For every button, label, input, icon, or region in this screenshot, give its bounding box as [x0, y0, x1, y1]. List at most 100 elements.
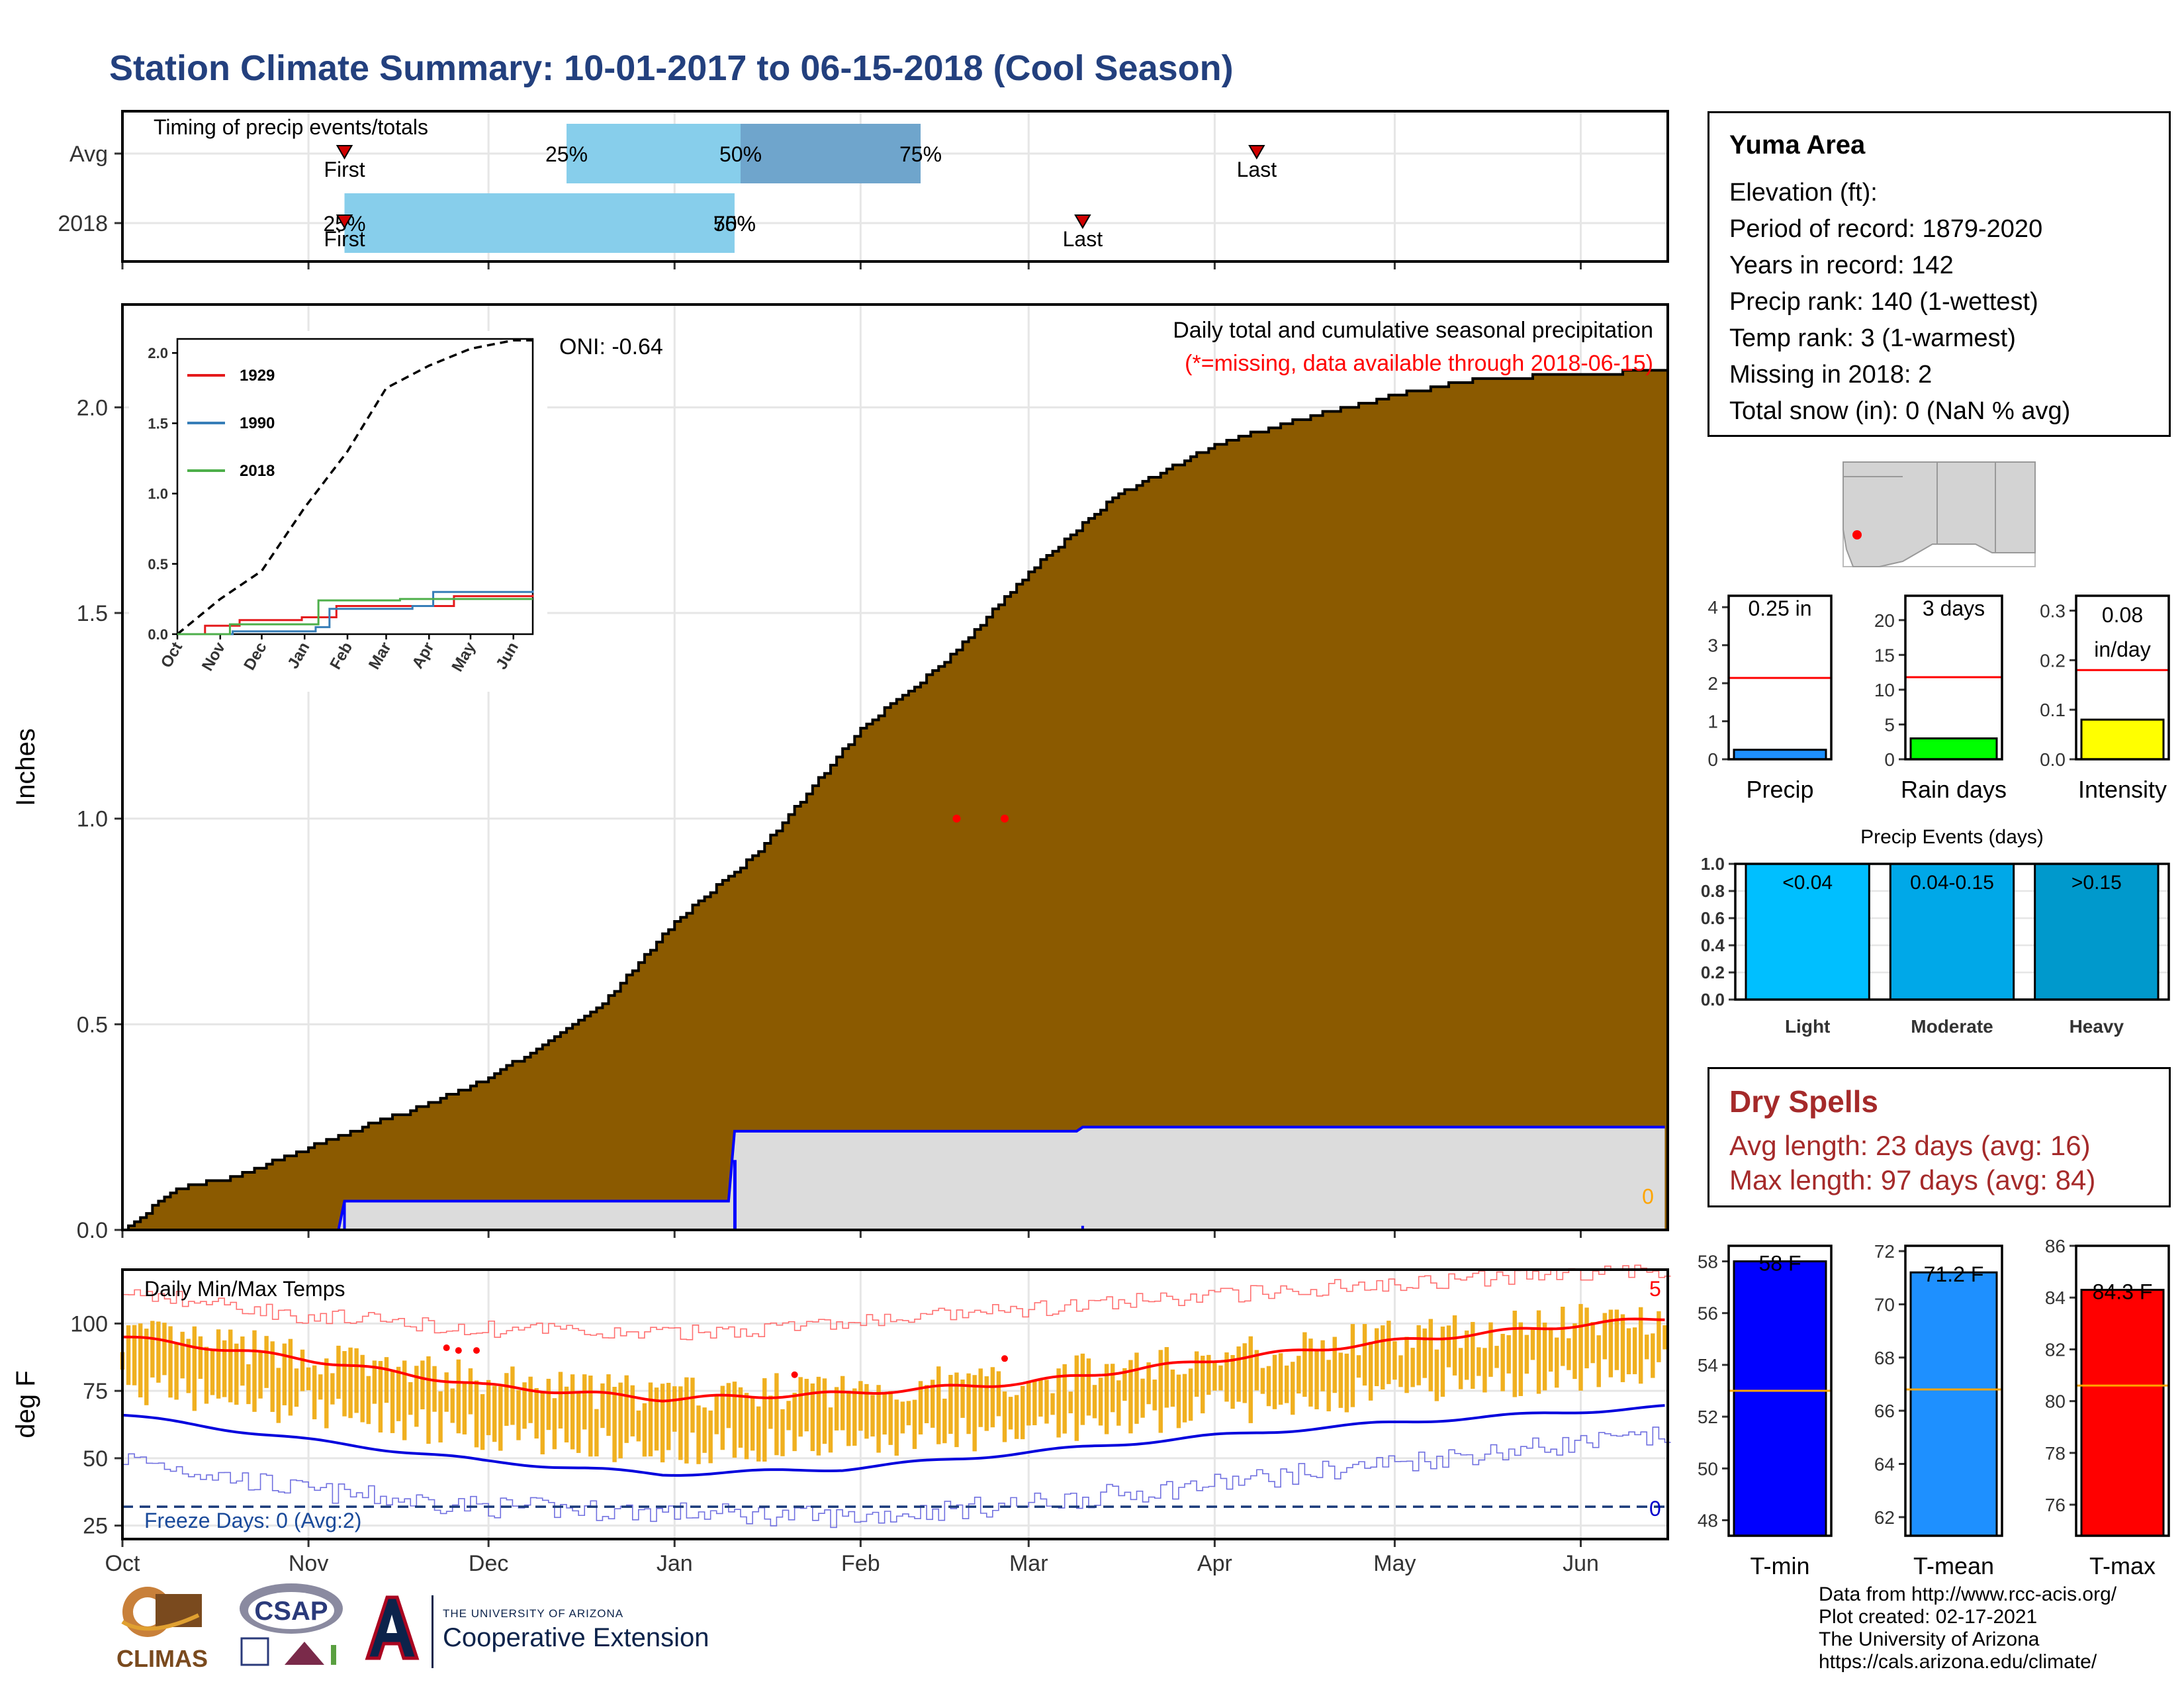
daily-temp-bar	[1506, 1335, 1511, 1374]
cumulative-ytick-label: 1.0	[77, 807, 108, 832]
daily-temp-bar	[1242, 1343, 1247, 1403]
timing-last-marker	[1248, 145, 1265, 160]
daily-temp-bar	[1590, 1322, 1595, 1364]
daily-temp-bar	[1254, 1350, 1259, 1391]
daily-temp-bar	[1536, 1310, 1541, 1394]
month-label: Jun	[1563, 1551, 1599, 1576]
daily-temp-bar	[1434, 1349, 1439, 1401]
daily-temp-bar	[1482, 1348, 1487, 1393]
cumulative-ytick-label: 2.0	[77, 395, 108, 420]
station-snow: Total snow (in): 0 (NaN % avg)	[1729, 397, 2071, 425]
daily-temp-bar	[798, 1377, 803, 1437]
small-panel-ytick-label: 70	[1874, 1294, 1895, 1315]
daily-temp-bar	[600, 1383, 605, 1429]
daily-temp-bar	[1555, 1337, 1559, 1388]
daily-temp-bar	[894, 1399, 899, 1456]
daily-temp-bar	[180, 1331, 185, 1379]
daily-temp-bar	[348, 1347, 353, 1419]
daily-temp-bar	[132, 1325, 137, 1385]
daily-temp-bar	[300, 1349, 305, 1391]
station-missing: Missing in 2018: 2	[1729, 361, 1933, 389]
daily-temp-bar	[882, 1393, 887, 1435]
daily-temp-bar	[450, 1388, 455, 1423]
daily-temp-bar	[1194, 1351, 1199, 1397]
daily-temp-bar	[972, 1375, 977, 1452]
daily-temp-bar	[750, 1397, 755, 1451]
small-panel-ytick-label: 4	[1707, 597, 1718, 618]
precip-events-ytick-label: 0.4	[1701, 935, 1725, 955]
small-panel-ytick-label: 58	[1698, 1251, 1718, 1272]
small-panel-value-label: 0.25 in	[1748, 596, 1811, 620]
small-panel-ytick-label: 82	[2045, 1339, 2066, 1360]
daily-temp-bar	[420, 1360, 425, 1410]
daily-temp-bar	[948, 1375, 953, 1434]
daily-temp-bar	[1572, 1323, 1577, 1380]
daily-temp-bar	[468, 1368, 473, 1415]
ua-small-text: THE UNIVERSITY OF ARIZONA	[443, 1607, 624, 1620]
small-panel-bar-rain-days	[1909, 737, 1998, 761]
temps-ytick-label: 25	[83, 1514, 108, 1539]
precip-events-category-label: Light	[1785, 1016, 1830, 1037]
daily-temp-bar	[1074, 1355, 1079, 1441]
daily-temp-bar	[1440, 1327, 1445, 1397]
precip-events-title: Precip Events (days)	[1860, 826, 2044, 848]
daily-temp-bar	[1008, 1397, 1013, 1430]
current-value-label: 0	[1642, 1184, 1654, 1208]
daily-temp-bar	[1014, 1395, 1019, 1439]
daily-temp-bar	[306, 1367, 311, 1391]
csap-logo: CSAP	[232, 1579, 351, 1678]
daily-temp-bar	[870, 1395, 875, 1437]
daily-temp-bar	[516, 1390, 521, 1440]
month-label: Nov	[289, 1551, 328, 1576]
daily-temp-bar	[1488, 1322, 1493, 1377]
daily-temp-bar	[192, 1326, 197, 1411]
daily-temp-bar	[570, 1374, 575, 1450]
daily-temp-bar	[792, 1393, 797, 1452]
daily-temp-bar	[816, 1376, 821, 1456]
daily-temp-bar	[1614, 1309, 1619, 1370]
daily-temp-bar	[942, 1398, 947, 1444]
daily-temp-bar	[924, 1385, 929, 1423]
small-panel-ytick-label: 1	[1707, 712, 1718, 732]
credit-data-source: Data from http://www.rcc-acis.org/	[1819, 1583, 2117, 1605]
cumulative-ytick-label: 0.5	[77, 1012, 108, 1037]
small-panel-ytick-label: 86	[2045, 1236, 2066, 1256]
precip-events-ytick-label: 0.6	[1701, 908, 1725, 928]
daily-temp-bar	[1212, 1361, 1217, 1391]
freeze-days-label: Freeze Days: 0 (Avg:2)	[144, 1509, 361, 1532]
dry-spells-box: Dry Spells Avg length: 23 days (avg: 16)…	[1707, 1067, 2171, 1207]
daily-temp-bar	[1291, 1362, 1295, 1415]
precip-events-category-label: Heavy	[2070, 1016, 2124, 1037]
daily-temp-bar	[642, 1403, 647, 1457]
daily-temp-bar	[900, 1401, 905, 1434]
daily-temp-bar	[438, 1391, 443, 1443]
daily-temp-bar	[1111, 1364, 1115, 1413]
record-max-line	[122, 1264, 1671, 1340]
small-panel-ytick-label: 66	[1874, 1401, 1895, 1421]
missing-data-mark	[952, 814, 961, 823]
max-count-label: 5	[1649, 1277, 1661, 1301]
small-panel-ytick-label: 80	[2045, 1391, 2066, 1412]
daily-temp-bar	[864, 1383, 869, 1439]
daily-temp-bar	[186, 1338, 191, 1393]
daily-temp-bar	[1140, 1378, 1145, 1418]
small-panel-frame	[1904, 1244, 2003, 1537]
daily-temp-bar	[174, 1342, 179, 1400]
temps-ylabel: deg F	[11, 1370, 40, 1438]
daily-temp-bar	[1350, 1324, 1355, 1407]
small-panel-ytick-label: 10	[1874, 680, 1895, 700]
daily-temps-panel: Oct Nov Dec Jan Feb Mar Apr May Jun255075100Free…	[11, 1264, 1671, 1576]
daily-temp-bar	[726, 1383, 731, 1429]
daily-temp-bar	[1410, 1348, 1415, 1387]
small-panel-ytick-label: 5	[1884, 714, 1895, 735]
timing-last-marker-label: Last	[1237, 158, 1277, 181]
precip-events-category-label: Moderate	[1911, 1016, 1993, 1037]
daily-temp-bar	[1362, 1324, 1367, 1386]
avg-cumulative-outline	[122, 369, 1668, 1231]
inset-ytick-label: 0.0	[148, 626, 168, 643]
daily-temp-bar	[582, 1374, 587, 1430]
daily-temp-bar	[666, 1382, 671, 1450]
daily-temp-bar	[606, 1374, 611, 1436]
daily-temp-bar	[486, 1380, 491, 1436]
daily-temp-bar	[576, 1393, 581, 1453]
